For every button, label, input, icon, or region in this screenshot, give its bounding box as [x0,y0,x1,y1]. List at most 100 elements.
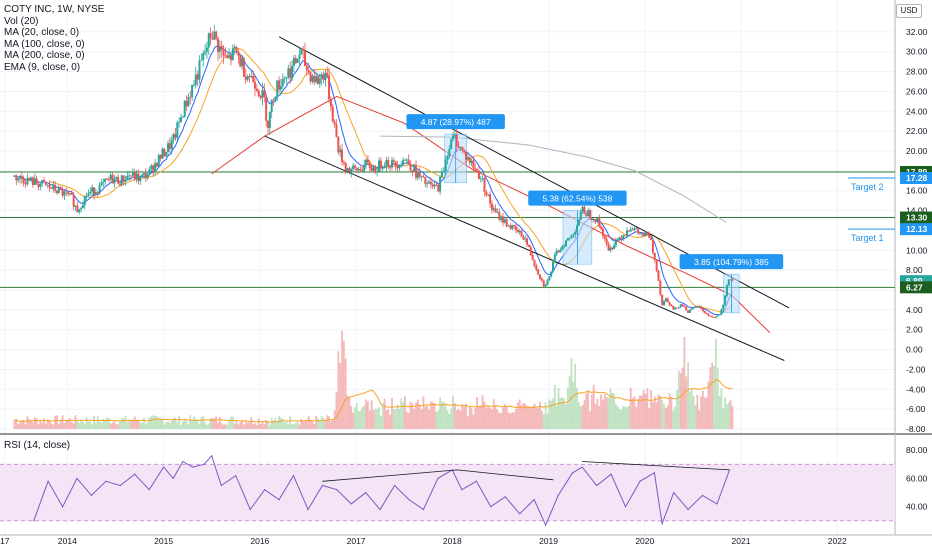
volume-bar [272,420,275,430]
candle-body [170,139,173,149]
candle-body [390,160,393,168]
volume-bar [228,419,231,430]
volume-bar [677,370,680,430]
volume-bar [466,416,469,430]
time-tick-label: 2018 [443,536,462,546]
candle-body [400,164,403,166]
volume-bar [652,402,654,430]
volume-bar [337,351,340,430]
volume-bar [131,420,134,430]
candle-body [642,233,645,237]
candle-body [22,179,25,184]
candle-body [98,185,101,194]
candle-body [570,235,573,238]
volume-bar [206,424,208,430]
rsi-point [211,455,213,457]
candle-body [431,184,434,187]
rsi-point [321,484,323,487]
volume-bar [724,397,727,430]
rsi-point [581,466,583,468]
time-tick-label: 2019 [539,536,558,546]
volume-bar [389,414,392,430]
candle-body [638,233,641,235]
candle-body [557,250,560,253]
candle-body [731,279,734,281]
volume-bar [342,340,345,430]
volume-bar [529,406,532,430]
volume-bar [631,398,634,430]
candle-body [320,74,323,79]
volume-bar [516,402,519,430]
candle-body [283,78,286,80]
candle-body [61,189,64,196]
price-tick-label: 14.00 [906,206,928,216]
legend-vol: Vol (20) [4,15,39,27]
volume-bar [559,398,562,430]
candle-body [594,219,597,223]
candle-body [368,162,371,168]
volume-bar [531,406,534,430]
candle-body [718,314,721,316]
volume-bar [602,399,604,430]
volume-bar [315,416,318,430]
price-tick-label: 10.00 [906,245,928,255]
candle-body [296,58,299,64]
volume-bar [231,416,234,430]
volume-bar [61,415,64,430]
volume-bar [515,408,517,430]
currency-badge[interactable]: USD [896,4,922,18]
volume-bar [292,424,295,430]
candle-body [426,183,429,185]
candle-body [252,75,255,83]
candle-body [559,249,562,253]
volume-bar [15,419,18,430]
candle-body [217,38,220,52]
volume-bar [289,416,292,430]
candle-body [472,160,475,169]
candle-body [291,65,294,79]
candle-body [655,259,658,271]
volume-bar [82,421,84,430]
candle-body [311,75,314,82]
candle-body [520,230,523,237]
candle-body [50,187,53,189]
volume-bar [83,423,86,430]
candle-body [631,229,634,231]
volume-bar [494,406,497,430]
candle-body [389,165,392,168]
candle-body [224,55,227,57]
volume-bar [144,423,147,430]
volume-bar [59,420,62,430]
volume-bar [85,417,88,430]
volume-bar [217,422,219,430]
candle-body [181,116,184,118]
volume-bar [202,416,205,430]
volume-bar [139,422,142,430]
volume-bar [498,412,501,430]
candle-body [516,229,519,233]
rsi-tick-label: 60.00 [906,473,928,483]
candle-body [683,305,686,308]
volume-bar [122,418,125,430]
price-tick-label: 8.00 [906,265,923,275]
ma200-line [380,135,727,223]
candle-body [179,117,182,122]
volume-bar [431,402,434,430]
candle-body [698,306,701,308]
candle-body [620,237,623,240]
candle-body [674,307,677,310]
price-tick-label: -4.00 [906,384,926,394]
volume-bar [435,411,438,430]
candle-body [202,53,205,60]
candle-body [459,146,462,148]
volume-bar [130,420,132,430]
volume-bar [313,423,316,430]
volume-bar [611,392,614,430]
candle-body [259,96,262,98]
candle-body [231,48,234,61]
rsi-point [610,473,612,475]
rsi-point [393,484,396,487]
candle-body [679,304,682,308]
candle-body [155,163,158,167]
candle-body [596,217,599,223]
